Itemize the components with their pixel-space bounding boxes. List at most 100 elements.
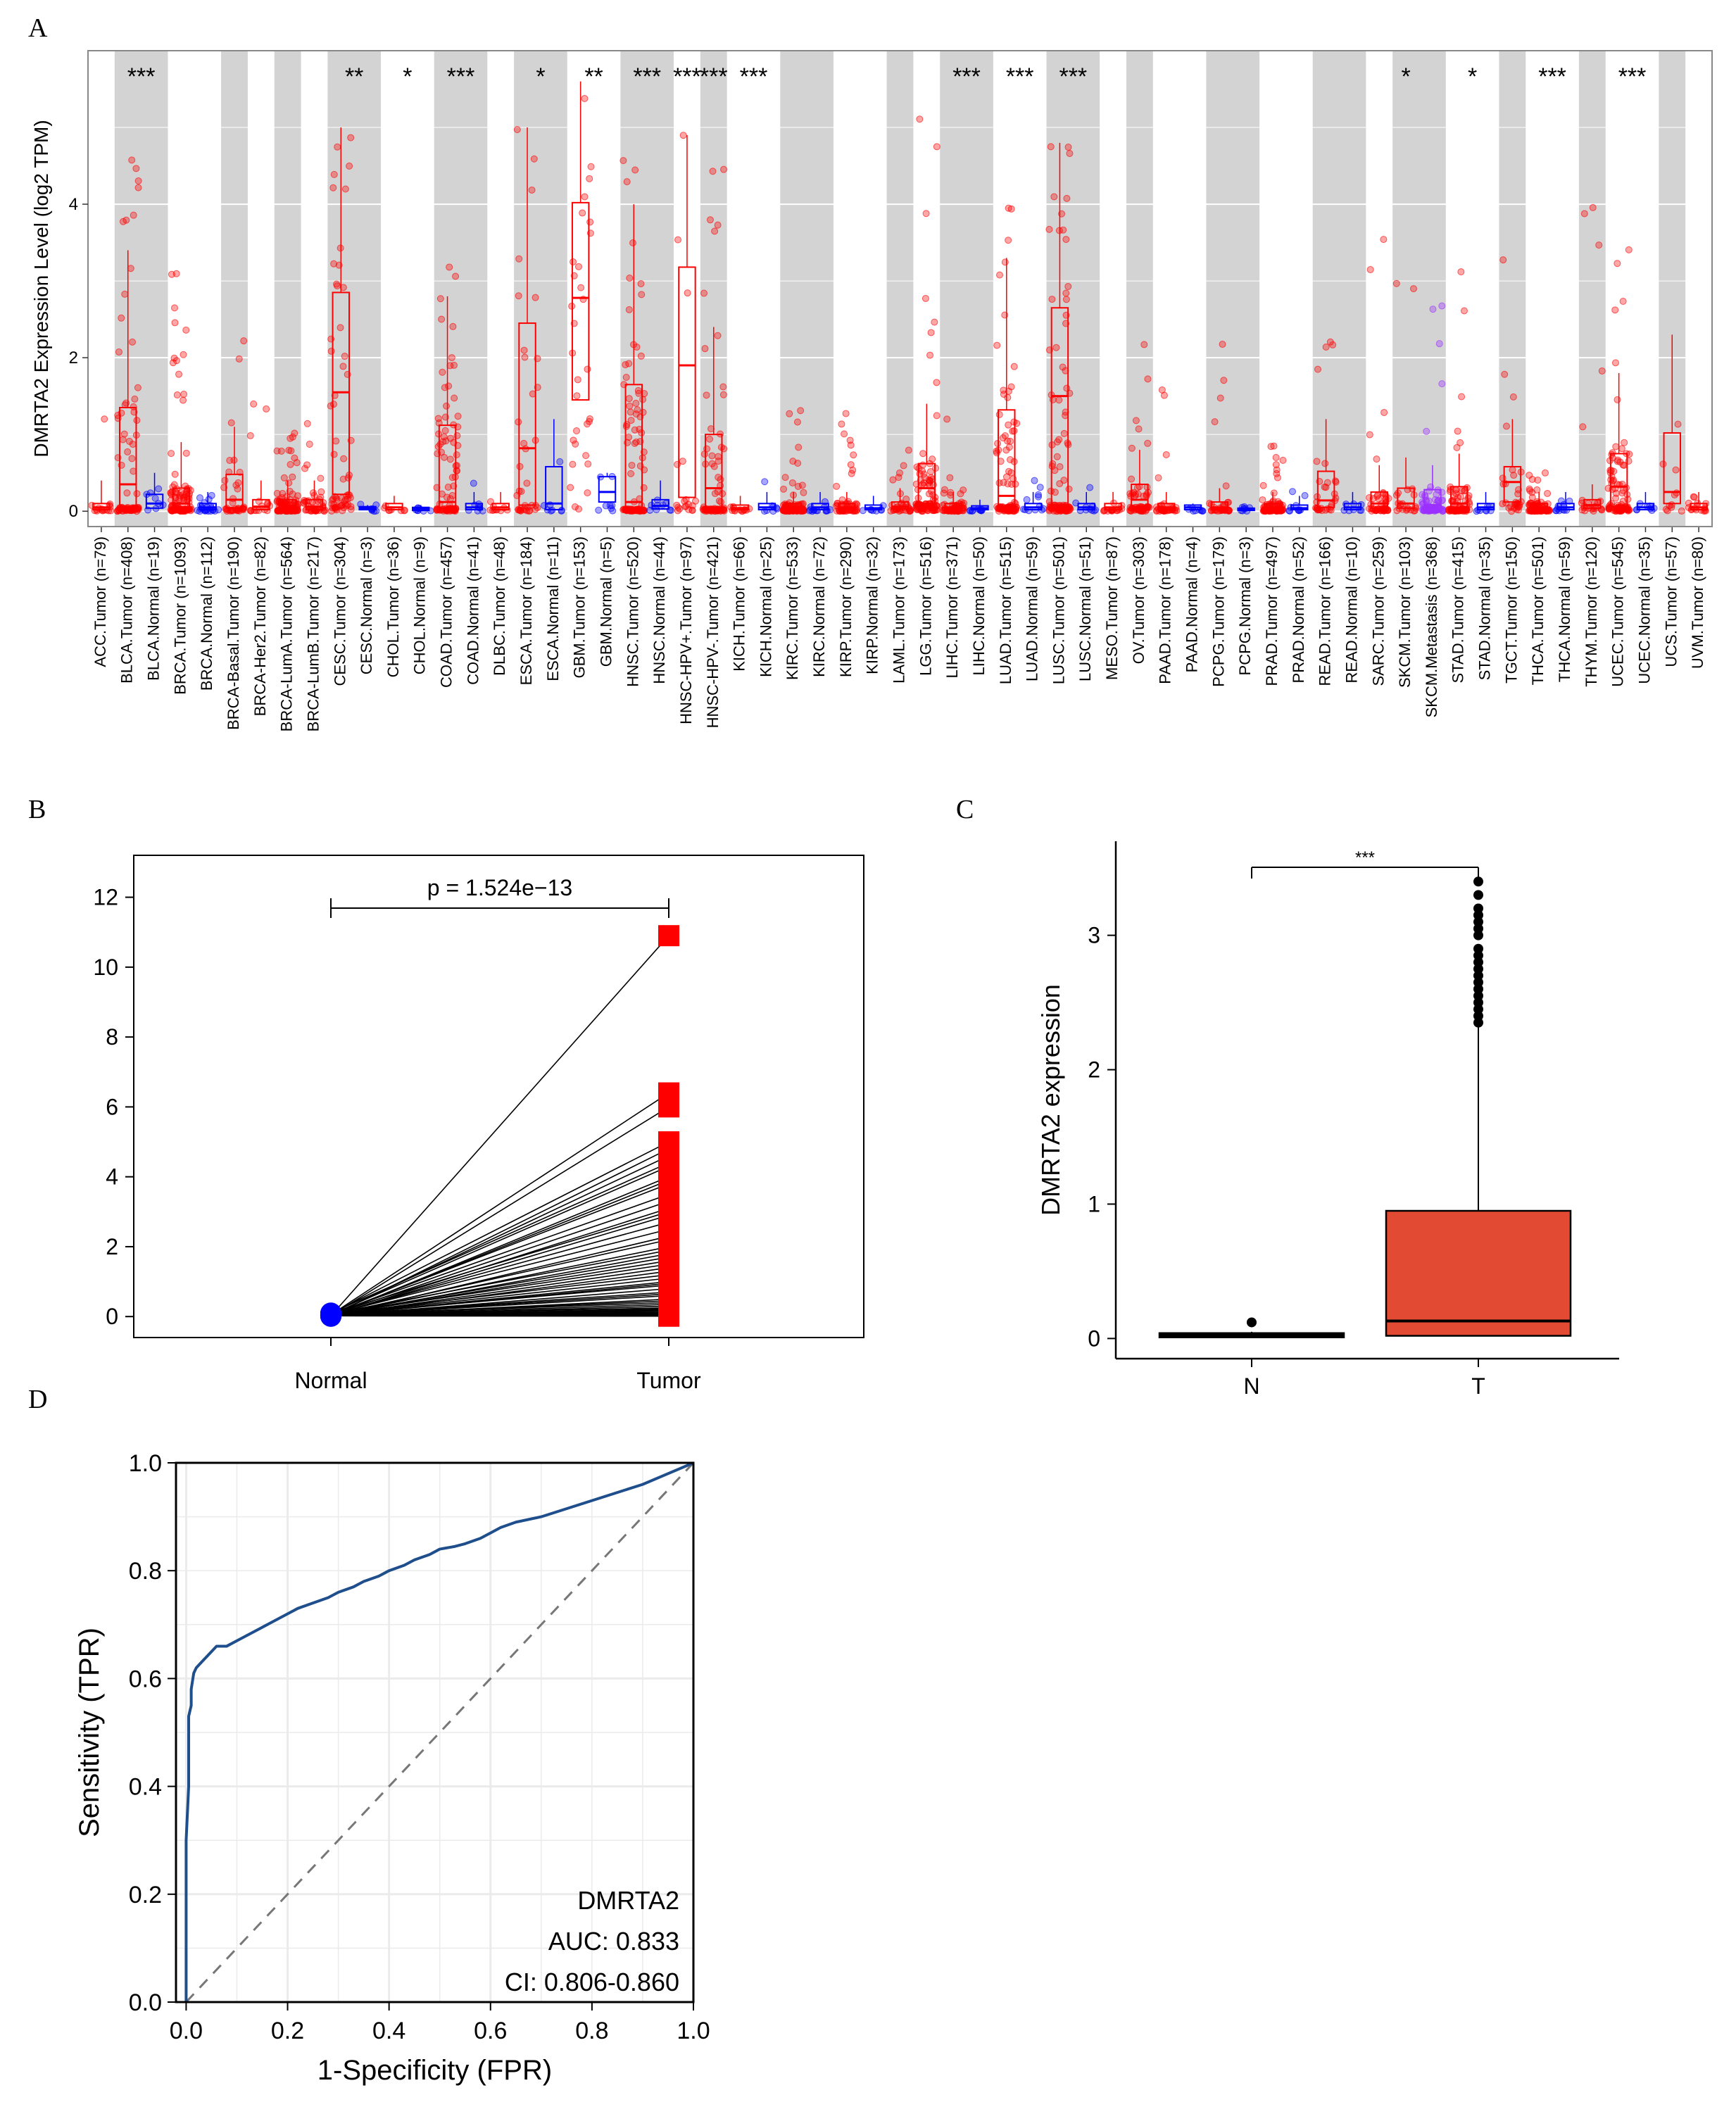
data-point xyxy=(289,473,296,481)
data-point xyxy=(793,418,801,426)
x-tick-label: PAAD.Normal (n=4) xyxy=(1183,536,1201,672)
data-point xyxy=(1045,225,1053,233)
data-point xyxy=(470,479,477,487)
data-point xyxy=(929,506,936,514)
significance-label: * xyxy=(536,63,545,90)
data-point xyxy=(905,446,912,454)
data-point xyxy=(184,506,192,514)
plot-frame xyxy=(87,50,1713,527)
data-point xyxy=(1086,484,1094,491)
data-point xyxy=(128,455,136,463)
data-point xyxy=(795,443,803,451)
data-point xyxy=(1373,455,1380,463)
data-point xyxy=(1614,260,1621,268)
data-point xyxy=(1062,236,1070,244)
data-point xyxy=(1510,472,1518,479)
data-point xyxy=(1048,296,1056,303)
data-point xyxy=(1140,507,1147,515)
legend-entry: DMRTA2 xyxy=(577,1886,679,1915)
data-point xyxy=(586,415,593,423)
data-point xyxy=(347,134,355,141)
y-tick-label: 0 xyxy=(1088,1326,1100,1351)
box-42 xyxy=(1210,501,1229,511)
x-tick-label: ESCA.Tumor (n=184) xyxy=(517,536,535,685)
x-tick-label: MESO.Tumor (n=87) xyxy=(1103,536,1121,680)
data-point xyxy=(1428,505,1435,513)
data-point xyxy=(132,165,140,172)
data-point xyxy=(634,406,641,414)
plot-frame xyxy=(133,855,864,1338)
data-point xyxy=(448,474,456,482)
data-point xyxy=(1314,365,1322,373)
data-point xyxy=(293,459,301,467)
data-point xyxy=(1509,393,1517,401)
x-tick-label: BRCA-Basal.Tumor (n=190) xyxy=(225,536,242,730)
data-point xyxy=(1005,237,1012,244)
x-tick-label: CESC.Tumor (n=304) xyxy=(331,536,348,686)
box-31 xyxy=(917,463,936,505)
data-point xyxy=(638,291,646,298)
data-point xyxy=(579,209,586,217)
x-tick-label: OV.Tumor (n=303) xyxy=(1130,536,1147,664)
box-17 xyxy=(545,465,563,511)
pair-line xyxy=(330,1246,669,1316)
significance-label: *** xyxy=(673,63,701,90)
x-tick-label: HNSC.Normal (n=44) xyxy=(650,536,668,684)
data-point xyxy=(526,507,534,515)
box-8 xyxy=(305,498,324,511)
data-point xyxy=(130,211,137,219)
data-point xyxy=(922,210,930,218)
data-point xyxy=(1065,485,1073,493)
data-point xyxy=(182,326,190,334)
significance-label: *** xyxy=(1618,63,1647,90)
data-point xyxy=(101,415,108,423)
data-point xyxy=(532,294,539,301)
data-point xyxy=(329,184,337,191)
data-point xyxy=(1273,466,1281,474)
data-point xyxy=(595,506,603,514)
data-point xyxy=(289,433,296,441)
data-point xyxy=(627,506,634,514)
data-point xyxy=(714,332,722,339)
box-57 xyxy=(1609,453,1628,508)
data-point xyxy=(303,461,311,469)
data-point xyxy=(332,505,339,512)
data-point xyxy=(947,491,955,499)
jitter-points-34 xyxy=(993,204,1021,515)
x-tick-label-normal: Normal xyxy=(294,1368,367,1393)
jitter-points-1 xyxy=(113,156,142,515)
data-point xyxy=(1272,453,1280,461)
pair-line xyxy=(330,1277,669,1316)
x-tick-label-t: T xyxy=(1471,1373,1485,1399)
data-point xyxy=(170,304,178,312)
data-point xyxy=(1031,477,1038,484)
x-tick-label: BLCA.Tumor (n=408) xyxy=(118,536,136,684)
box-3 xyxy=(172,487,191,510)
data-point xyxy=(273,447,281,455)
jitter-points-55 xyxy=(1552,497,1573,515)
significance-label: * xyxy=(1468,63,1477,90)
data-point xyxy=(1063,194,1071,202)
data-point xyxy=(221,477,229,484)
data-point xyxy=(151,494,159,502)
pair-line xyxy=(330,935,669,1316)
box-19 xyxy=(598,476,617,503)
box-49 xyxy=(1397,487,1415,509)
data-point xyxy=(172,357,180,365)
data-point xyxy=(1598,367,1606,375)
data-point xyxy=(1222,482,1230,490)
plot-frame xyxy=(175,1461,695,2003)
data-point xyxy=(1055,396,1063,404)
data-point xyxy=(285,479,293,487)
x-tick-label: KIRP.Tumor (n=290) xyxy=(837,536,855,677)
x-tick-label: LGG.Tumor (n=516) xyxy=(917,536,934,676)
data-point xyxy=(933,143,941,151)
data-point xyxy=(1128,444,1136,452)
group-band-pcpg xyxy=(1206,51,1260,527)
x-tick-label: SARC.Tumor (n=259) xyxy=(1369,536,1387,686)
reference-diagonal xyxy=(185,1461,695,2003)
data-point xyxy=(1313,504,1321,512)
x-tick-label: SKCM.Metastasis (n=368) xyxy=(1423,536,1440,717)
box-39 xyxy=(1131,484,1149,508)
